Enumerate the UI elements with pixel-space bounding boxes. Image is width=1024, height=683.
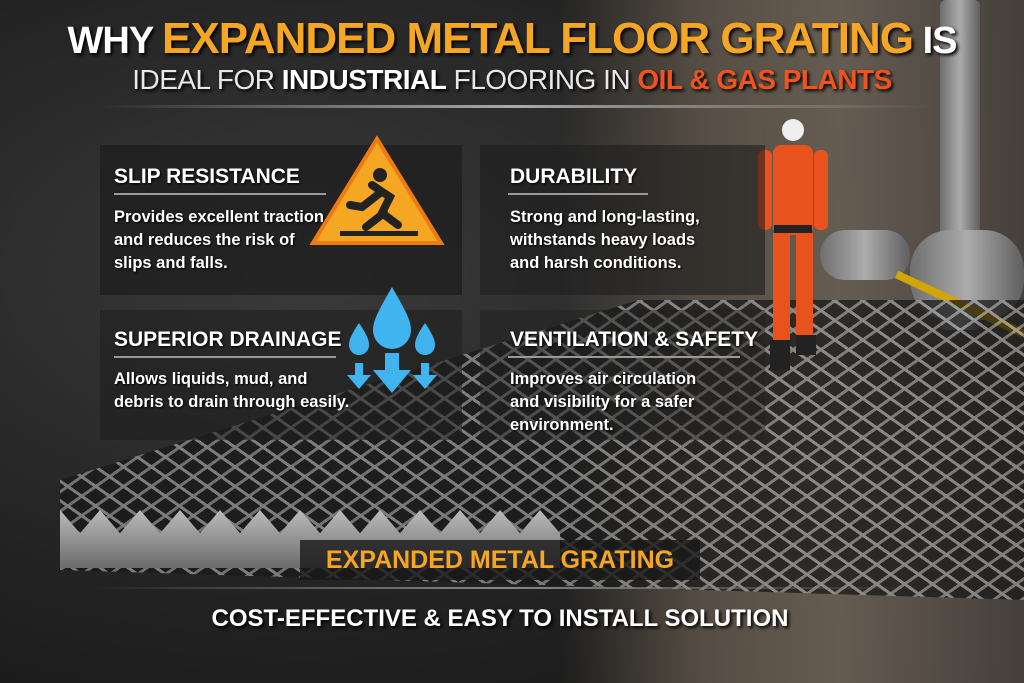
- divider: [90, 587, 920, 589]
- feature-heading: DURABILITY: [510, 165, 638, 188]
- subtitle-mid: FLOORING IN: [453, 64, 631, 95]
- title-post: IS: [922, 20, 958, 62]
- heading-underline: [508, 193, 648, 195]
- title-line-1: WHY EXPANDED METAL FLOOR GRATING IS: [0, 14, 1024, 64]
- water-drops-icon: [347, 287, 437, 393]
- subtitle-bold: INDUSTRIAL: [281, 64, 447, 95]
- title-pre: WHY: [67, 20, 154, 62]
- panel-durability: [480, 145, 765, 295]
- title-highlight: EXPANDED METAL FLOOR GRATING: [162, 14, 914, 63]
- heading-underline: [508, 356, 740, 358]
- divider: [100, 105, 930, 108]
- feature-text: Allows liquids, mud, and debris to drain…: [114, 370, 350, 411]
- slip-warning-icon: [310, 135, 445, 245]
- worker-figure: [758, 119, 828, 370]
- footer-tagline: COST-EFFECTIVE & EASY TO INSTALL SOLUTIO…: [211, 605, 789, 632]
- feature-text: Improves air circulation and visibility …: [510, 370, 697, 434]
- feature-text: Provides excellent traction and reduces …: [114, 208, 324, 272]
- feature-heading: VENTILATION & SAFETY: [510, 328, 759, 351]
- product-label: EXPANDED METAL GRATING: [300, 540, 700, 580]
- heading-underline: [114, 356, 336, 358]
- subtitle-pre: IDEAL FOR: [132, 64, 275, 95]
- heading-underline: [114, 193, 326, 195]
- feature-text: Strong and long-lasting, withstands heav…: [510, 208, 700, 272]
- subtitle-highlight: OIL & GAS PLANTS: [637, 64, 892, 95]
- feature-heading: SUPERIOR DRAINAGE: [114, 328, 342, 351]
- feature-heading: SLIP RESISTANCE: [114, 165, 300, 188]
- panel-ventilation: [480, 310, 765, 440]
- title-line-2: IDEAL FOR INDUSTRIAL FLOORING IN OIL & G…: [0, 64, 1024, 96]
